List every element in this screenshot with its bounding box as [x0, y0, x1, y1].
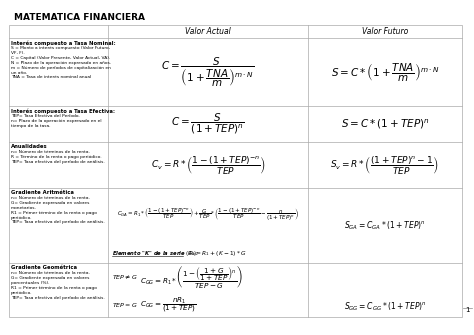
Text: Valor Futuro: Valor Futuro [362, 27, 408, 36]
Text: $C = \dfrac{S}{\left(1+TEP\right)^{n}}$: $C = \dfrac{S}{\left(1+TEP\right)^{n}}$ [171, 112, 245, 136]
Text: $S_{GA} = C_{GA}*(1+TEP)^{n}$: $S_{GA} = C_{GA}*(1+TEP)^{n}$ [344, 219, 426, 232]
Text: n= Número de términos de la renta.
R = Término de la renta o pago periódico.
TEP: n= Número de términos de la renta. R = T… [11, 150, 105, 164]
Text: Valor Actual: Valor Actual [185, 27, 231, 36]
Text: 1: 1 [465, 307, 470, 313]
Text: $S = C*\left(1+TEP\right)^{n}$: $S = C*\left(1+TEP\right)^{n}$ [341, 117, 429, 131]
Text: n= Número de términos de la renta.
G= Gradiente expresada en valores
porcentuale: n= Número de términos de la renta. G= Gr… [11, 271, 105, 299]
Text: n= Número de términos de la renta.
G= Gradiente expresada en valores
monetarios.: n= Número de términos de la renta. G= Gr… [11, 196, 105, 224]
Text: S = Monto a interés compuesto (Valor Futuro,
VF, F).
C = Capital (Valor Presente: S = Monto a interés compuesto (Valor Fut… [11, 46, 111, 79]
Text: $C_{GA} = R_1*\left(\dfrac{1-(1+TEP)^{-n}}{TEP}\right)+\dfrac{G}{TEP}*\left(\dfr: $C_{GA} = R_1*\left(\dfrac{1-(1+TEP)^{-n… [117, 206, 299, 222]
Text: Interés compuesto a Tasa Nominal:: Interés compuesto a Tasa Nominal: [11, 40, 116, 46]
Text: $R_k = R_1+(K-1)*G$: $R_k = R_1+(K-1)*G$ [188, 249, 247, 258]
Text: $TEP \neq G$: $TEP \neq G$ [112, 273, 138, 281]
Text: $S_v = R*\left(\dfrac{(1+TEP)^{n}-1}{TEP}\right)$: $S_v = R*\left(\dfrac{(1+TEP)^{n}-1}{TEP… [330, 154, 439, 176]
Text: Gradiente Aritmética: Gradiente Aritmética [11, 190, 74, 195]
Text: TEP= Tasa Efectiva del Período.
n= Plazo de la operación expresado en el
tiempo : TEP= Tasa Efectiva del Período. n= Plazo… [11, 114, 101, 128]
Text: Elemento "K" de la serie $(R_k)$:: Elemento "K" de la serie $(R_k)$: [112, 249, 200, 258]
Text: $C_{GG} = \dfrac{nR_1}{(1+TEP)}$: $C_{GG} = \dfrac{nR_1}{(1+TEP)}$ [140, 296, 197, 314]
Text: $S_{GG} = C_{GG}*(1+TEP)^{n}$: $S_{GG} = C_{GG}*(1+TEP)^{n}$ [344, 300, 426, 313]
Text: $C = \dfrac{S}{\left(1+\dfrac{TNA}{m}\right)^{m \cdot N}}$: $C = \dfrac{S}{\left(1+\dfrac{TNA}{m}\ri… [161, 55, 255, 89]
Text: $C_{GG} = R_1*\left(\dfrac{1-\left(\dfrac{1+G}{1+TEP}\right)^{n}}{TEP-G}\right)$: $C_{GG} = R_1*\left(\dfrac{1-\left(\dfra… [140, 264, 243, 290]
Text: Anualidades: Anualidades [11, 144, 47, 149]
Text: Interés compuesto a Tasa Efectiva:: Interés compuesto a Tasa Efectiva: [11, 108, 115, 114]
Text: $C_v = R*\left(\dfrac{1-(1+TEP)^{-n}}{TEP}\right)$: $C_v = R*\left(\dfrac{1-(1+TEP)^{-n}}{TE… [151, 154, 265, 176]
Text: Gradiente Geométrica: Gradiente Geométrica [11, 265, 77, 270]
Text: MATEMATICA FINANCIERA: MATEMATICA FINANCIERA [14, 13, 145, 22]
Bar [9, 25, 462, 317]
Text: $S = C*\left(1+\dfrac{TNA}{m}\right)^{m \cdot N}$: $S = C*\left(1+\dfrac{TNA}{m}\right)^{m … [331, 61, 439, 83]
Text: $TEP = G$: $TEP = G$ [112, 301, 138, 309]
